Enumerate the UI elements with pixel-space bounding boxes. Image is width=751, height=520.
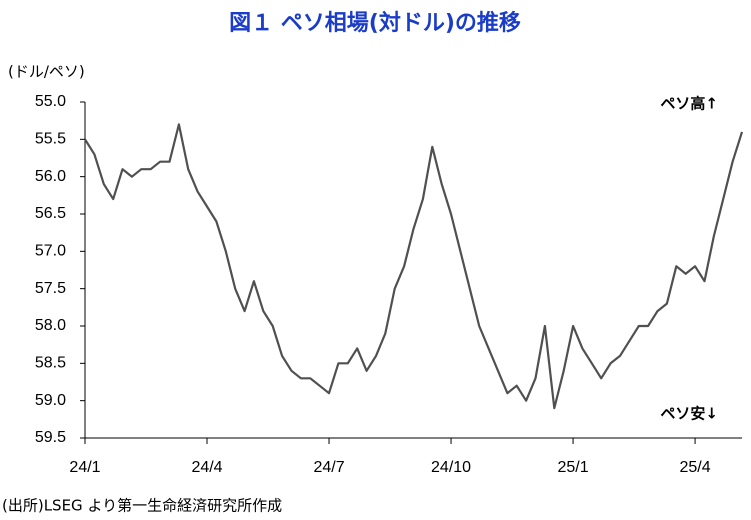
y-tick-label: 58.0 <box>35 317 66 334</box>
source-note: (出所)LSEG より第一生命経済研究所作成 <box>2 497 282 515</box>
x-tick-label: 24/10 <box>431 459 471 476</box>
y-tick-label: 55.0 <box>35 93 66 110</box>
y-tick-label: 57.5 <box>35 280 66 297</box>
annotation: ペソ安↓ <box>660 405 718 423</box>
y-tick-label: 56.5 <box>35 205 66 222</box>
x-tick-label: 25/1 <box>557 459 588 476</box>
y-tick-label: 57.0 <box>35 243 66 260</box>
y-tick-label: 56.0 <box>35 168 66 185</box>
x-tick-label: 24/7 <box>313 459 344 476</box>
y-tick-label: 59.5 <box>35 429 66 446</box>
y-tick-label: 55.5 <box>35 131 66 148</box>
y-axis-unit: (ドル/ペソ) <box>8 63 85 81</box>
x-tick-label: 24/1 <box>69 459 100 476</box>
chart-title: 図１ ペソ相場(対ドル)の推移 <box>229 10 521 36</box>
y-tick-label: 59.0 <box>35 392 66 409</box>
x-tick-label: 25/4 <box>680 459 711 476</box>
x-tick-label: 24/4 <box>191 459 222 476</box>
price-line <box>84 123 744 410</box>
y-tick-label: 58.5 <box>35 355 66 372</box>
annotation: ペソ高↑ <box>660 95 718 113</box>
